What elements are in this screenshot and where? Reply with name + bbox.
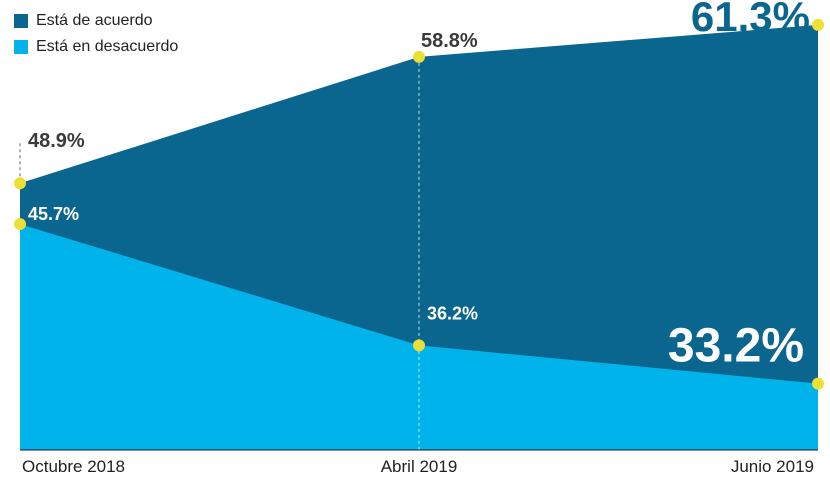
legend-swatch-agree — [14, 14, 28, 28]
legend-item-agree: Está de acuerdo — [14, 8, 178, 34]
area-disagree — [20, 224, 818, 450]
chart-data-labels: 48.9% 58.8% 61.3% 45.7% 36.2% 33.2% — [28, 0, 810, 373]
marker-agree-1 — [413, 50, 425, 63]
marker-disagree-1 — [413, 339, 425, 352]
legend: Está de acuerdo Está en desacuerdo — [14, 8, 178, 60]
x-axis: Octubre 2018 Abril 2019 Junio 2019 — [22, 457, 814, 476]
legend-swatch-disagree — [14, 40, 28, 54]
marker-disagree-0 — [14, 218, 26, 231]
legend-label-agree: Está de acuerdo — [36, 12, 153, 29]
chart-markers — [14, 18, 824, 390]
chart-guides — [19, 56, 818, 451]
legend-item-disagree: Está en desacuerdo — [14, 34, 178, 60]
legend-label-disagree: Está en desacuerdo — [36, 38, 179, 55]
marker-disagree-2 — [812, 377, 824, 390]
x-tick-label-2: Junio 2019 — [731, 457, 814, 476]
data-label-agree-2: 61.3% — [691, 0, 810, 40]
marker-agree-2 — [812, 18, 824, 31]
data-label-agree-0: 48.9% — [28, 130, 85, 152]
data-label-disagree-0: 45.7% — [28, 204, 79, 224]
data-label-disagree-1: 36.2% — [427, 303, 478, 323]
data-label-agree-1: 58.8% — [421, 30, 478, 52]
x-tick-label-0: Octubre 2018 — [22, 457, 125, 476]
data-label-disagree-2: 33.2% — [668, 320, 804, 373]
marker-agree-0 — [14, 177, 26, 190]
x-tick-label-1: Abril 2019 — [381, 457, 458, 476]
